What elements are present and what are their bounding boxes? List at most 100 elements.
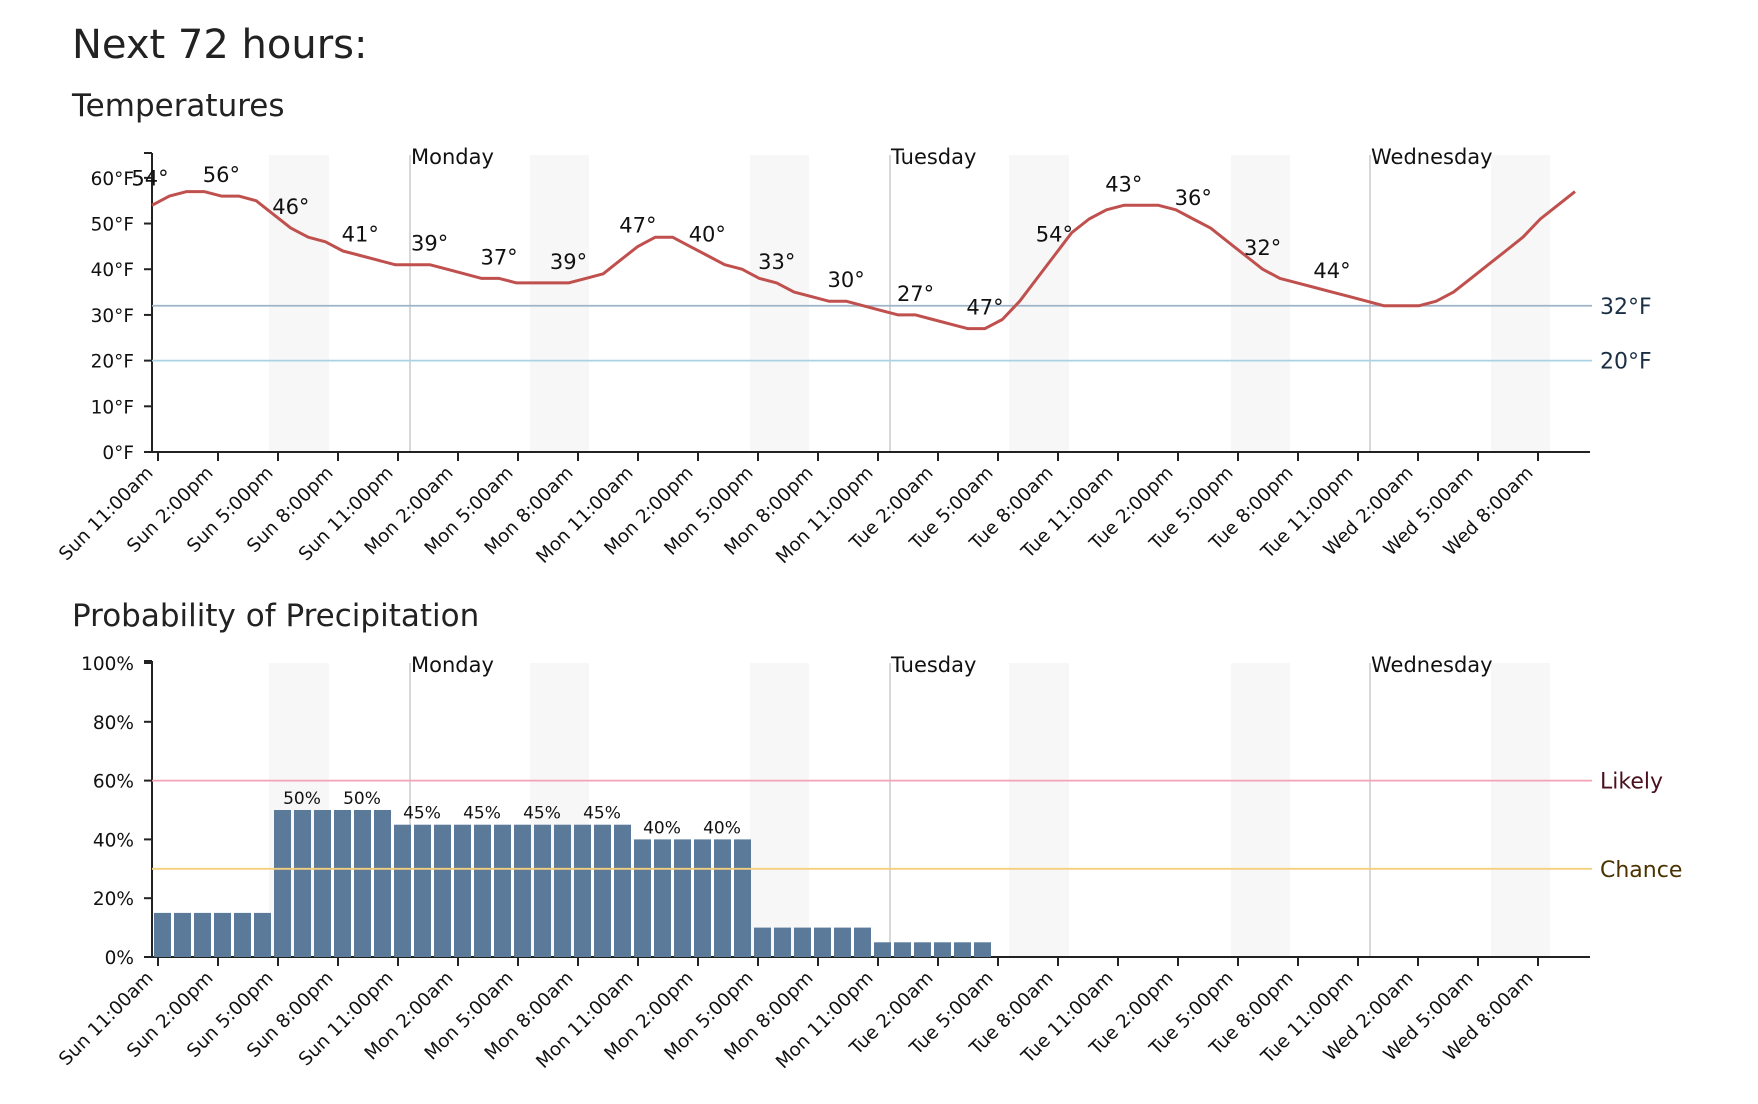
night-band — [1231, 663, 1290, 957]
precipitation-bar — [154, 912, 171, 957]
day-label: Monday — [411, 145, 494, 169]
night-band — [269, 155, 329, 452]
y-tick-label: 40% — [93, 830, 134, 851]
night-band — [1231, 155, 1290, 452]
precipitation-bar — [854, 927, 871, 957]
temperature-point-label: 46° — [272, 195, 309, 219]
precipitation-bar — [194, 912, 211, 957]
temperature-point-label: 47° — [966, 296, 1003, 320]
precipitation-bar — [894, 942, 911, 957]
precipitation-bar — [254, 912, 271, 957]
precipitation-bar — [494, 824, 511, 957]
precipitation-bar — [374, 810, 391, 957]
precipitation-bar-label: 45% — [463, 804, 501, 824]
temperature-point-label: 30° — [828, 268, 865, 292]
precipitation-bar-label: 45% — [403, 804, 441, 824]
reference-line-label: 32°F — [1600, 295, 1652, 320]
precipitation-bar — [534, 824, 551, 957]
night-band — [750, 155, 809, 452]
night-band — [750, 663, 809, 957]
y-tick-label: 20°F — [91, 352, 134, 373]
temperature-point-label: 32° — [1244, 236, 1281, 260]
precipitation-bar — [914, 942, 931, 957]
temperature-point-label: 40° — [689, 223, 726, 247]
precipitation-bar — [694, 839, 711, 957]
precipitation-bar — [814, 927, 831, 957]
precipitation-bar — [674, 839, 691, 957]
night-band — [1491, 663, 1550, 957]
day-label: Monday — [411, 655, 494, 677]
day-label: Tuesday — [890, 655, 976, 677]
y-tick-label: 80% — [93, 713, 134, 734]
temperature-point-label: 36° — [1175, 186, 1212, 210]
precipitation-section-title: Probability of Precipitation — [72, 598, 480, 634]
precipitation-bar — [614, 824, 631, 957]
precipitation-bar — [414, 824, 431, 957]
y-tick-label: 0°F — [102, 443, 134, 464]
reference-line-label: Chance — [1600, 858, 1682, 883]
precipitation-bar — [354, 810, 371, 957]
temperature-point-label: 54° — [131, 166, 168, 190]
precipitation-bar — [634, 839, 651, 957]
precipitation-bar-label: 40% — [643, 818, 681, 838]
temperature-point-label: 43° — [1105, 172, 1142, 196]
y-tick-label: 100% — [81, 655, 134, 675]
precipitation-bar — [214, 912, 231, 957]
y-tick-label: 60% — [93, 772, 134, 793]
y-tick-label: 30°F — [91, 306, 134, 327]
precipitation-bar — [554, 824, 571, 957]
y-tick-label: 10°F — [91, 397, 134, 418]
precipitation-bar — [734, 839, 751, 957]
temperature-point-label: 33° — [758, 250, 795, 274]
precipitation-bar — [394, 824, 411, 957]
precipitation-bar — [474, 824, 491, 957]
temperature-point-label: 41° — [342, 223, 379, 247]
temperature-point-label: 39° — [550, 250, 587, 274]
precipitation-bar — [294, 810, 311, 957]
temperature-point-label: 54° — [1036, 223, 1073, 247]
precipitation-bar — [794, 927, 811, 957]
temperature-point-label: 39° — [411, 232, 448, 256]
precipitation-bar — [434, 824, 451, 957]
precipitation-bar — [974, 942, 991, 957]
night-band — [1009, 663, 1069, 957]
precipitation-bar — [454, 824, 471, 957]
precipitation-bar — [274, 810, 291, 957]
precipitation-bar — [334, 810, 351, 957]
precipitation-bar — [514, 824, 531, 957]
y-tick-label: 50°F — [91, 215, 134, 236]
night-band — [530, 155, 589, 452]
precipitation-bar — [834, 927, 851, 957]
temperature-section-title: Temperatures — [72, 88, 285, 124]
day-label: Wednesday — [1371, 145, 1493, 169]
precipitation-bar — [314, 810, 331, 957]
precipitation-bar-label: 50% — [343, 789, 381, 809]
precipitation-bar — [654, 839, 671, 957]
precipitation-bar — [234, 912, 251, 957]
precipitation-bar-label: 45% — [583, 804, 621, 824]
temperature-point-label: 37° — [480, 245, 517, 269]
precipitation-bar — [774, 927, 791, 957]
temperature-point-label: 47° — [619, 213, 656, 237]
night-band — [1491, 155, 1550, 452]
temperature-point-label: 27° — [897, 282, 934, 306]
precipitation-bar — [934, 942, 951, 957]
reference-line-label: Likely — [1600, 770, 1663, 795]
temperature-point-label: 44° — [1313, 259, 1350, 283]
precipitation-bar — [574, 824, 591, 957]
y-tick-label: 60°F — [91, 169, 134, 190]
reference-line-label: 20°F — [1600, 350, 1652, 375]
precipitation-bar — [714, 839, 731, 957]
precipitation-bar — [954, 942, 971, 957]
precipitation-bar-label: 50% — [283, 789, 321, 809]
precipitation-bar — [174, 912, 191, 957]
y-tick-label: 0% — [105, 948, 134, 969]
precipitation-bar — [594, 824, 611, 957]
y-tick-label: 20% — [93, 889, 134, 910]
page-title: Next 72 hours: — [72, 22, 368, 68]
precipitation-bar-label: 45% — [523, 804, 561, 824]
day-label: Wednesday — [1371, 655, 1493, 677]
temperature-point-label: 56° — [203, 163, 240, 187]
